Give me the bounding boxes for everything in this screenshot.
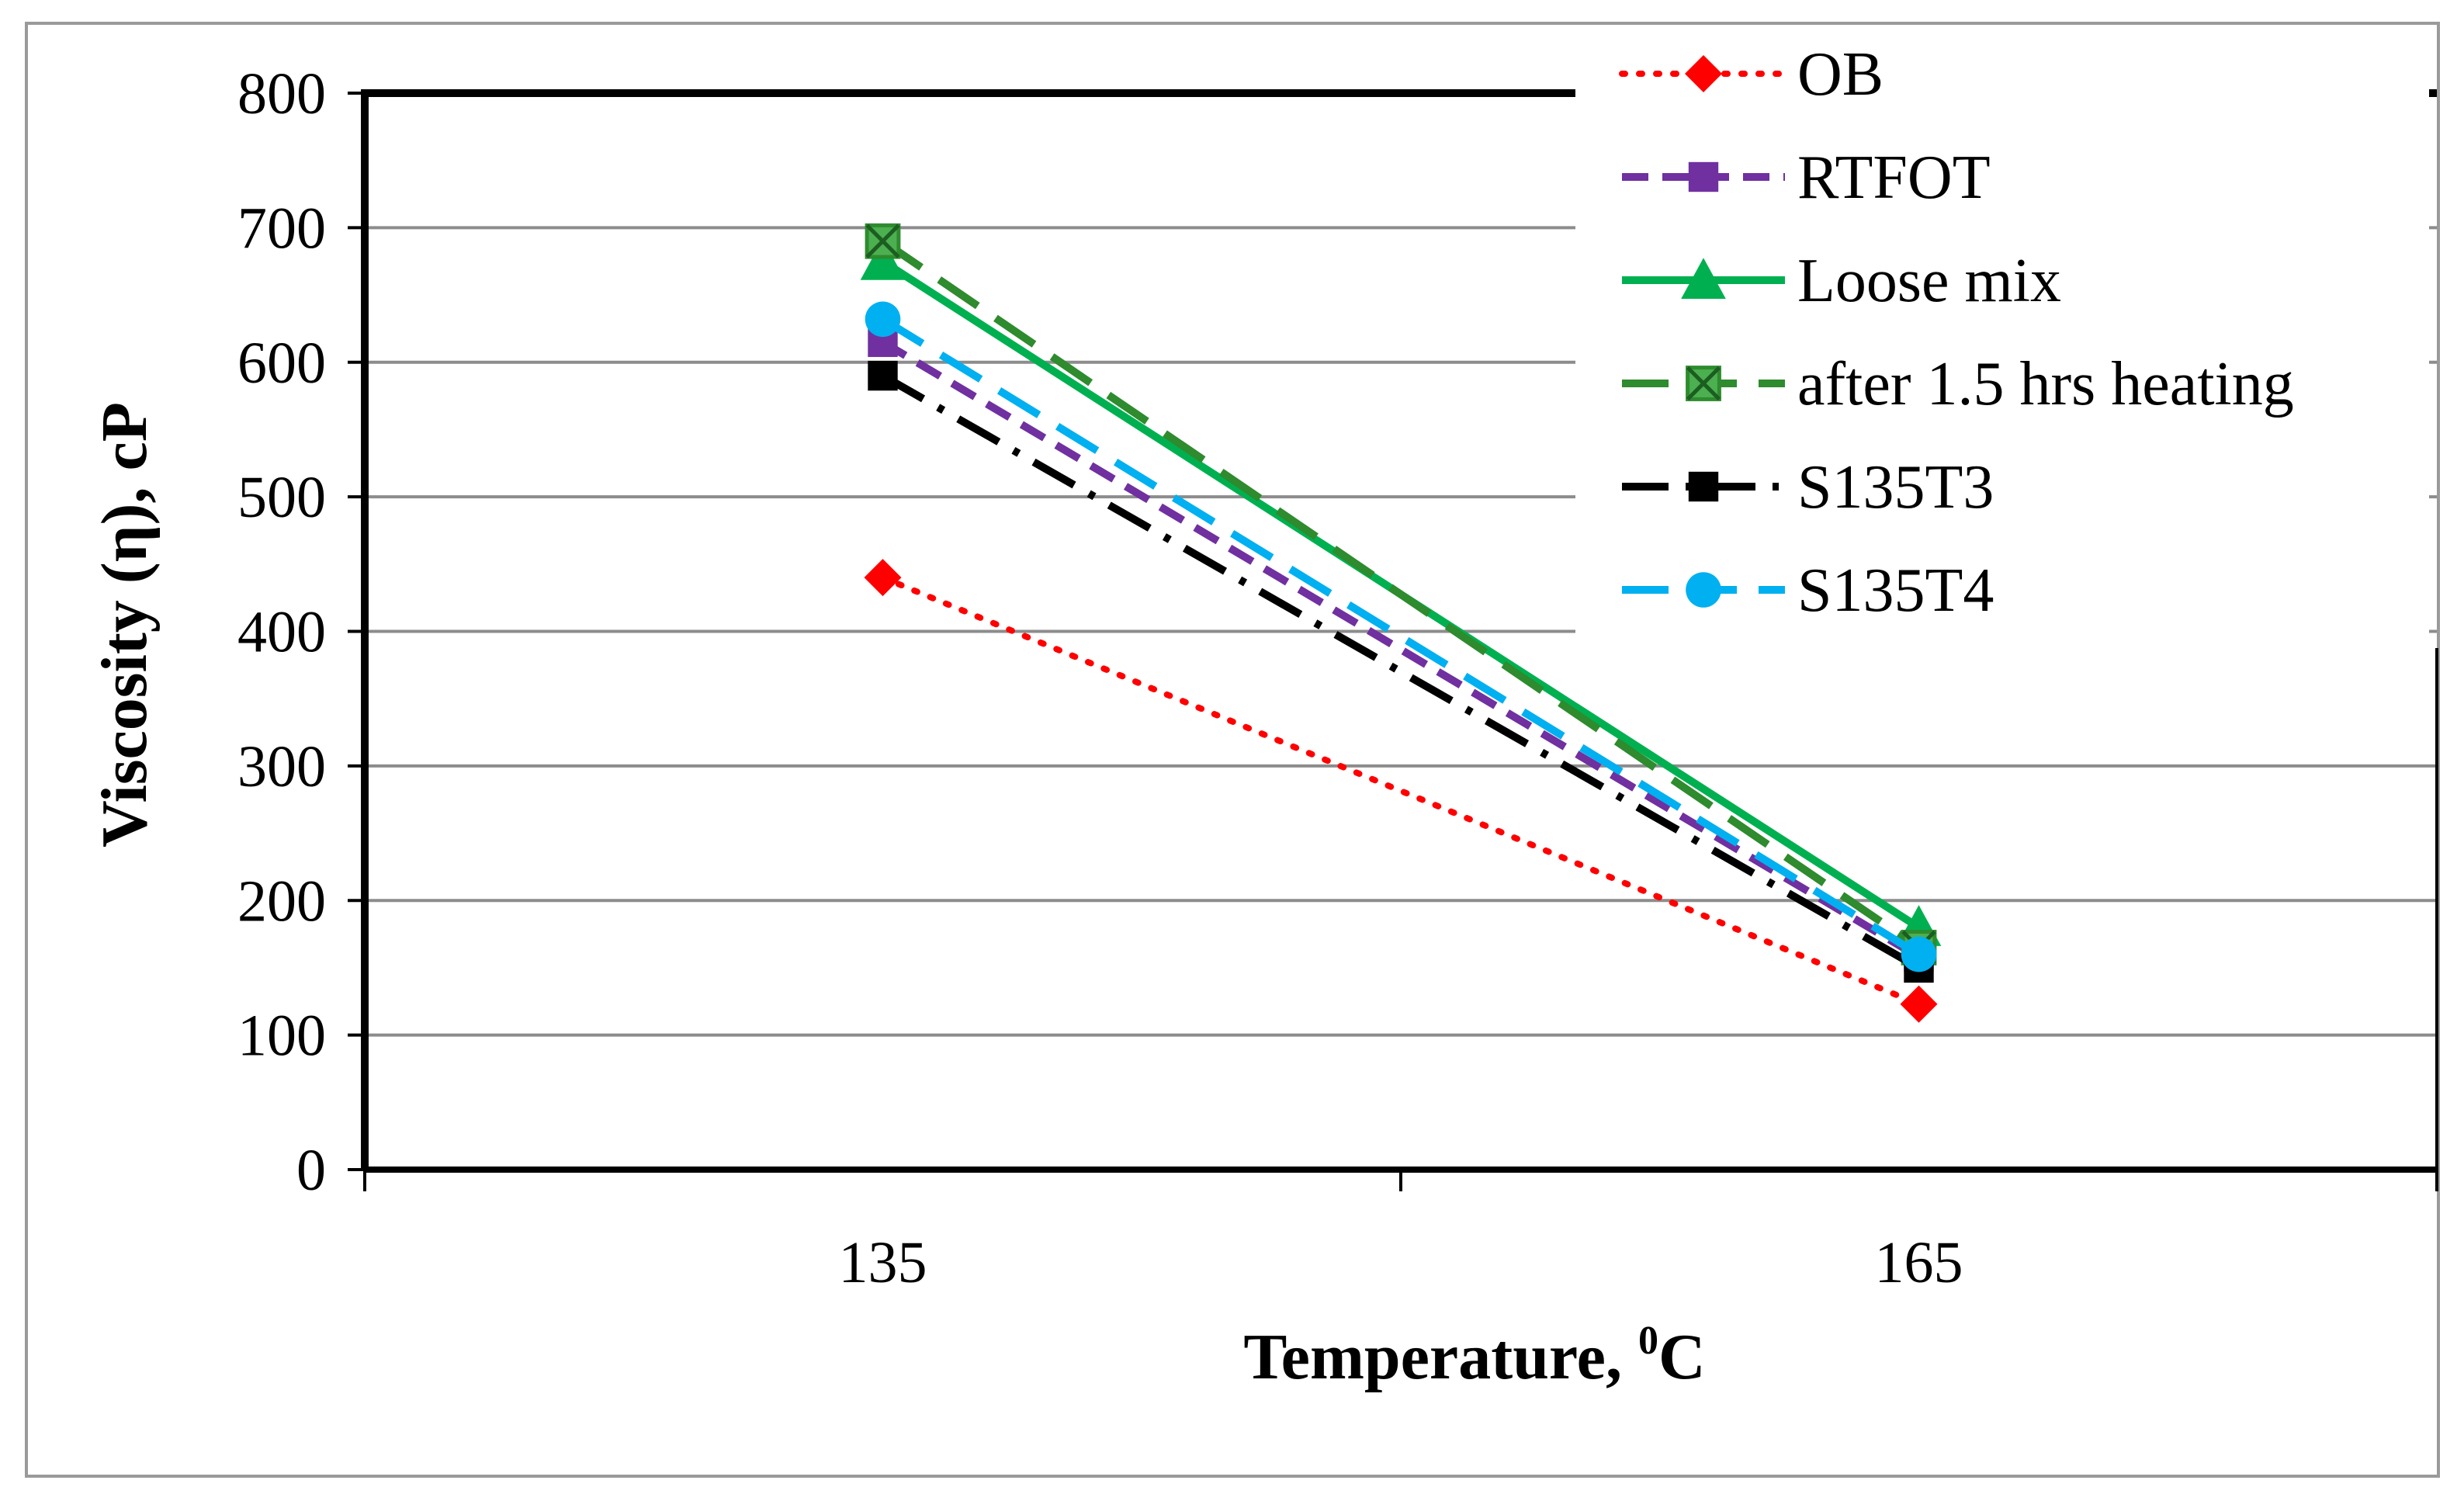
axes	[348, 89, 2438, 1191]
legend-item: Loose mix	[1622, 247, 2061, 315]
legend-swatch-marker-x2	[1686, 366, 1721, 401]
y-tick-label: 0	[296, 1138, 326, 1203]
legend-swatch-marker	[1686, 366, 1721, 401]
y-tick-labels: 0 100 200 300 400 500 600 700 800	[237, 61, 326, 1203]
legend-swatch-marker	[1681, 258, 1726, 299]
legend-label: OB	[1797, 40, 1884, 109]
legend-item: after 1.5 hrs heating	[1622, 350, 2294, 418]
x-axis-title-unit: C	[1658, 1321, 1706, 1393]
x-tick-labels: 135 165	[839, 1230, 1963, 1295]
x-axis-title-main: Temperature,	[1243, 1321, 1638, 1393]
x-tick-label: 165	[1875, 1230, 1963, 1295]
data-point	[1901, 936, 1937, 972]
y-tick-label: 200	[237, 868, 326, 934]
data-point	[1900, 985, 1938, 1023]
legend-label: S135T3	[1797, 453, 1994, 522]
x-axis-title-sup: 0	[1638, 1319, 1658, 1363]
legend-item: RTFOT	[1622, 144, 1991, 212]
y-tick-label: 300	[237, 734, 326, 799]
data-point	[865, 301, 901, 338]
y-tick-label: 600	[237, 331, 326, 396]
legend-label: after 1.5 hrs heating	[1797, 350, 2294, 418]
series-ob	[864, 559, 1938, 1023]
legend-label: RTFOT	[1797, 144, 1991, 212]
legend: OB RTFOT Loose mix after 1.5 hrs heating S13…	[1619, 40, 2294, 625]
legend-item: S135T3	[1622, 453, 1994, 522]
x-axis-title: Temperature, 0C	[1243, 1319, 1705, 1393]
series-line	[881, 372, 1921, 972]
legend-swatch-marker	[1685, 55, 1722, 92]
legend-box	[1575, 31, 2429, 644]
y-tick-label: 500	[237, 465, 326, 530]
y-tick-label: 100	[237, 1004, 326, 1069]
y-axis-title: Viscosity (η), cP	[88, 402, 161, 848]
legend-swatch-marker	[1688, 161, 1719, 192]
x-tick-label: 135	[839, 1230, 927, 1295]
data-point	[868, 360, 898, 391]
y-tick-label: 800	[237, 61, 326, 127]
legend-item: S135T4	[1622, 556, 1994, 625]
data-point	[865, 223, 901, 259]
legend-swatch-marker	[1688, 471, 1719, 502]
y-tick-label: 700	[237, 196, 326, 261]
data-point	[864, 559, 902, 597]
legend-label: S135T4	[1797, 556, 1994, 625]
series-s135t4	[865, 301, 1937, 972]
legend-label: Loose mix	[1797, 247, 2061, 315]
legend-item: OB	[1619, 40, 1884, 109]
data-point-x2	[865, 224, 900, 258]
data-point	[860, 238, 906, 280]
legend-swatch-marker	[1686, 572, 1721, 608]
series-line	[880, 237, 1922, 952]
series-lines	[860, 223, 1942, 1023]
series-line	[879, 574, 1922, 1007]
y-tick-label: 400	[237, 600, 326, 665]
